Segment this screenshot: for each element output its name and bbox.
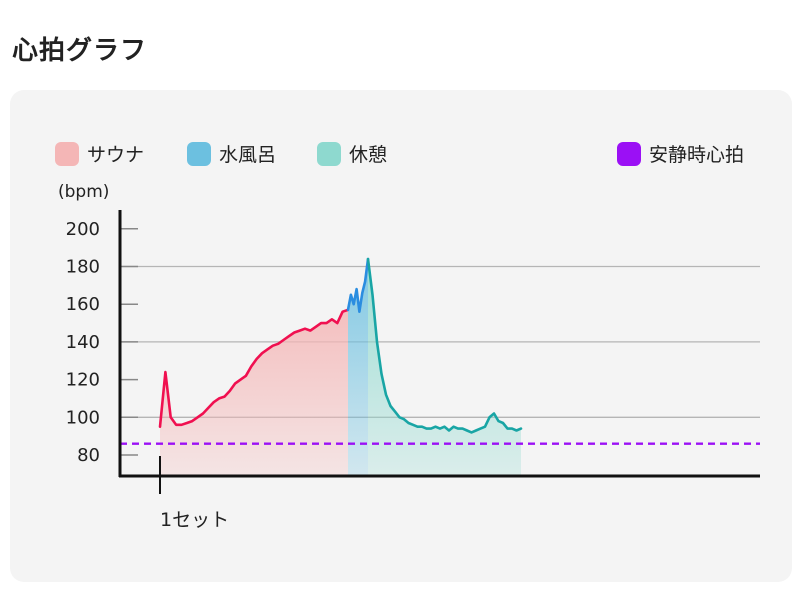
series-line-0 <box>158 308 350 428</box>
y-tick-label-120: 120 <box>66 370 100 391</box>
series-area-1 <box>348 259 368 476</box>
series-line-1 <box>346 257 370 313</box>
legend-sauna-label: サウナ <box>87 144 145 166</box>
legend-cold-bath: 水風呂 <box>187 140 276 167</box>
y-tick-label-200: 200 <box>66 219 100 240</box>
y-tick-label-80: 80 <box>77 445 100 466</box>
y-tick-label-180: 180 <box>66 257 100 278</box>
legend-rest-swatch <box>317 141 341 166</box>
page-title: 心拍グラフ <box>12 36 148 66</box>
legend-sauna: サウナ <box>55 140 144 167</box>
series-line-2 <box>366 257 523 434</box>
legend-cold-bath-swatch <box>187 141 211 166</box>
legend-rest: 休憩 <box>317 140 387 167</box>
x-tick-label: 1セット <box>160 509 229 531</box>
legend-cold-bath-label: 水風呂 <box>219 144 277 166</box>
y-tick-label-160: 160 <box>66 294 100 315</box>
legend-resting-hr-label: 安静時心拍 <box>649 144 745 166</box>
legend-resting-hr-swatch <box>617 141 641 166</box>
y-tick-label-140: 140 <box>66 332 100 353</box>
legend-sauna-swatch <box>55 141 79 166</box>
y-tick-label-100: 100 <box>66 407 100 428</box>
legend-resting-hr: 安静時心拍 <box>617 140 744 167</box>
legend-rest-label: 休憩 <box>349 144 388 166</box>
chart-card <box>10 90 792 582</box>
y-axis-unit: (bpm) <box>58 182 110 202</box>
series-area-0 <box>160 309 348 476</box>
